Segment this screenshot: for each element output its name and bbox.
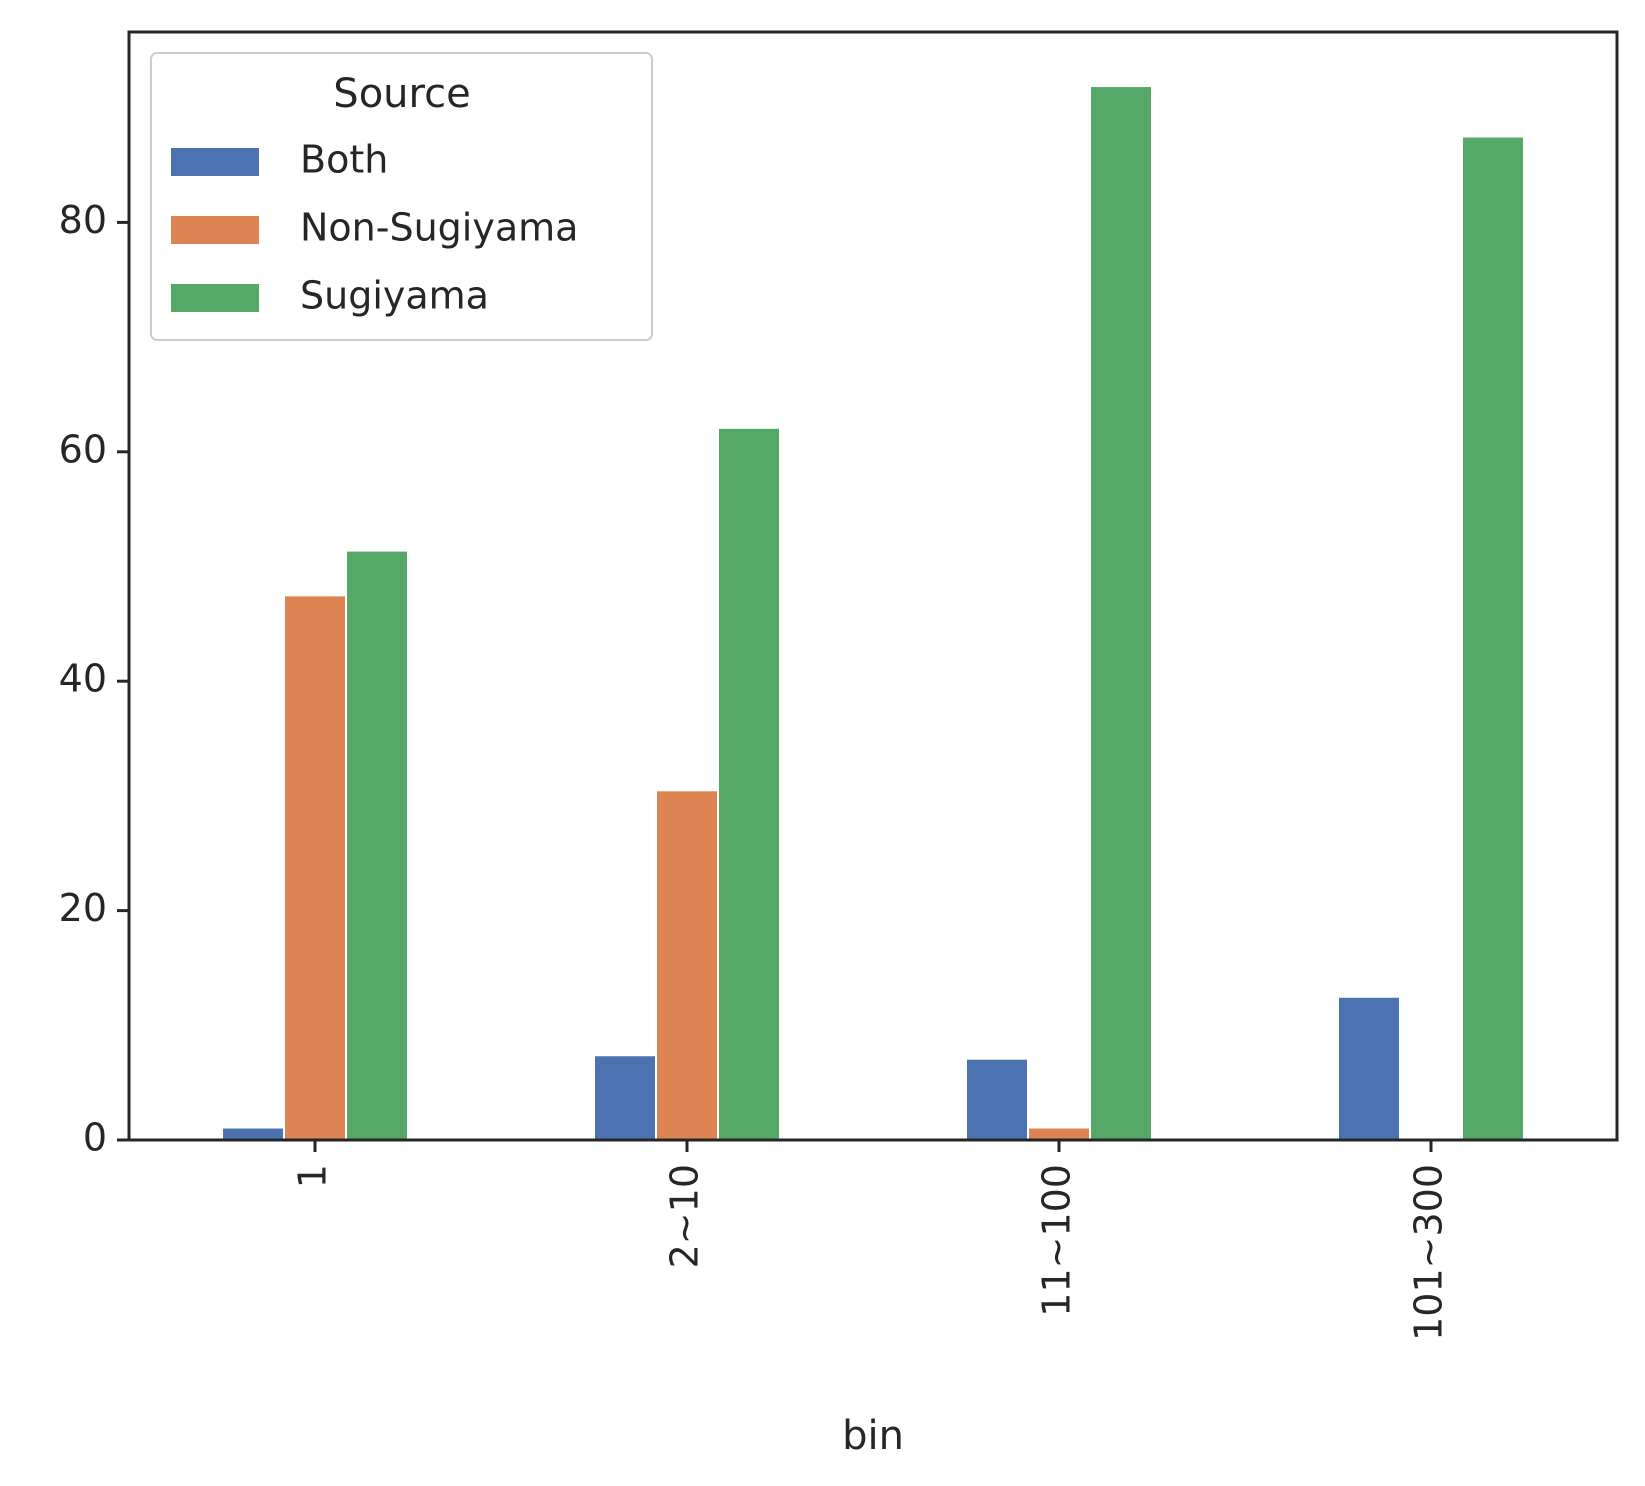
y-tick-label: 80 bbox=[59, 198, 107, 242]
bar-both-1 bbox=[223, 1128, 283, 1140]
x-tick-label: 11~100 bbox=[1035, 1164, 1079, 1317]
bar-non-sugiyama-2 bbox=[657, 791, 717, 1140]
bars-layer bbox=[223, 87, 1523, 1140]
y-tick-label: 20 bbox=[59, 886, 107, 930]
bar-sugiyama-2 bbox=[719, 428, 779, 1140]
legend-box bbox=[150, 52, 653, 341]
legend-label-sugiyama: Sugiyama bbox=[300, 274, 489, 318]
legend: Source Both Non-Sugiyama Sugiyama bbox=[150, 52, 653, 341]
bar-both-4 bbox=[1339, 997, 1399, 1140]
bar-both-2 bbox=[595, 1056, 655, 1140]
bar-non-sugiyama-1 bbox=[285, 596, 345, 1140]
plot-frame bbox=[127, 30, 1619, 1142]
legend-label-both: Both bbox=[300, 138, 388, 182]
bar-sugiyama-3 bbox=[1091, 87, 1151, 1140]
bar-non-sugiyama-3 bbox=[1029, 1128, 1089, 1140]
legend-swatch-sugiyama bbox=[171, 284, 259, 312]
x-axis-label: bin bbox=[842, 1413, 904, 1459]
y-tick-label: 0 bbox=[83, 1116, 107, 1160]
legend-swatch-non-sugiyama bbox=[171, 216, 259, 244]
legend-swatch-both bbox=[171, 148, 259, 176]
y-tick-label: 60 bbox=[59, 427, 107, 471]
bar-sugiyama-4 bbox=[1463, 137, 1523, 1140]
legend-items: Both Non-Sugiyama Sugiyama bbox=[171, 138, 578, 318]
x-tick-label: 2~10 bbox=[663, 1164, 707, 1268]
legend-label-non-sugiyama: Non-Sugiyama bbox=[300, 206, 578, 250]
legend-title: Source bbox=[333, 71, 470, 117]
x-axis: 1 2~10 11~100 101~300 bbox=[291, 1140, 1451, 1341]
bar-sugiyama-1 bbox=[347, 551, 407, 1140]
y-tick-label: 40 bbox=[59, 657, 107, 701]
bar-both-3 bbox=[967, 1059, 1027, 1140]
x-tick-label: 1 bbox=[291, 1164, 335, 1188]
x-tick-label: 101~300 bbox=[1407, 1164, 1451, 1341]
y-axis: 0 20 40 60 80 bbox=[59, 198, 129, 1160]
